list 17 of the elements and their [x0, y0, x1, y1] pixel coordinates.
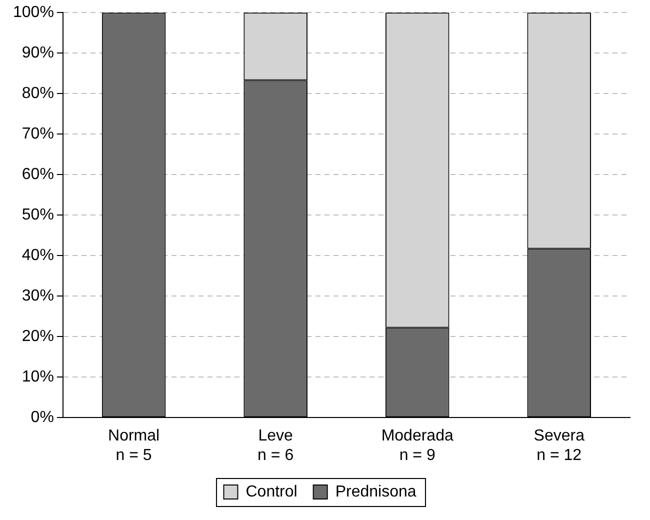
y-tick-label: 100%	[13, 4, 54, 22]
y-tick-label: 10%	[22, 368, 54, 386]
y-tick-label: 20%	[22, 328, 54, 346]
legend-label: Prednisona	[335, 483, 416, 500]
x-tick-label: Leve n = 6	[258, 428, 294, 464]
x-tick-label: Moderada n = 9	[381, 428, 454, 464]
legend-label: Control	[246, 483, 298, 500]
y-tick-label: 40%	[22, 247, 54, 264]
x-tick-label: Normal n = 5	[108, 428, 160, 464]
y-tick-label: 0%	[30, 409, 54, 426]
y-tick-label: 70%	[22, 126, 54, 143]
y-tick-label: 50%	[22, 206, 54, 224]
y-tick-label: 30%	[22, 288, 54, 305]
x-tick-label: Severa n = 12	[534, 428, 585, 464]
y-tick-label: 60%	[22, 166, 54, 184]
y-tick-label: 80%	[22, 85, 54, 102]
y-tick-label: 90%	[22, 44, 54, 62]
